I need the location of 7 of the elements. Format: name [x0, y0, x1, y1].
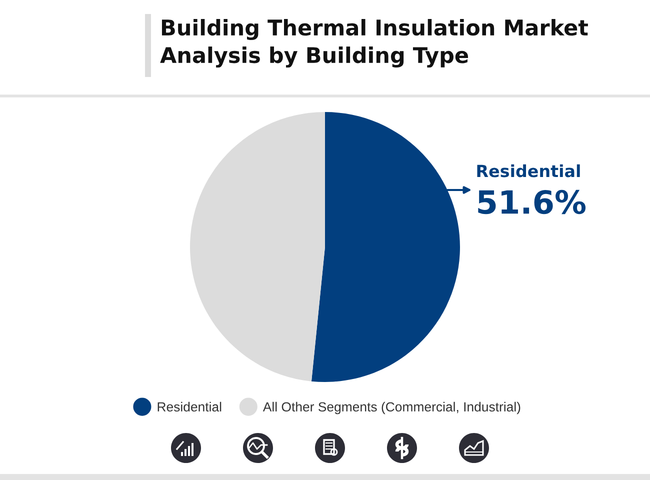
pie-slice [311, 112, 460, 382]
legend-label: All Other Segments (Commercial, Industrial) [262, 402, 520, 414]
chart-title: Building Thermal Insulation Market Analysis by Building Type [160, 19, 588, 68]
pie-slice [190, 112, 325, 382]
slice-label: Residential [477, 164, 580, 178]
data-label: 51.6% [478, 190, 586, 214]
legend-label: Residential [158, 402, 222, 412]
